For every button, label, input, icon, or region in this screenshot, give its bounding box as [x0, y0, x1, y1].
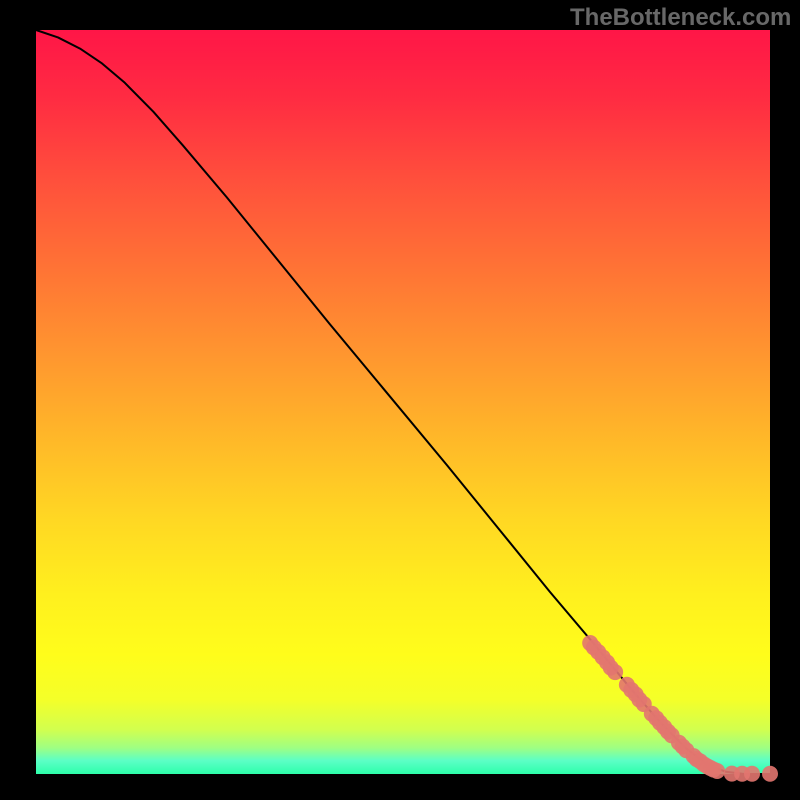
- watermark-text: TheBottleneck.com: [570, 4, 791, 32]
- curve-marker: [709, 763, 725, 779]
- bottleneck-chart: [0, 0, 800, 800]
- curve-marker: [744, 766, 760, 782]
- plot-background: [36, 30, 770, 774]
- curve-marker: [762, 766, 778, 782]
- curve-marker: [607, 664, 623, 680]
